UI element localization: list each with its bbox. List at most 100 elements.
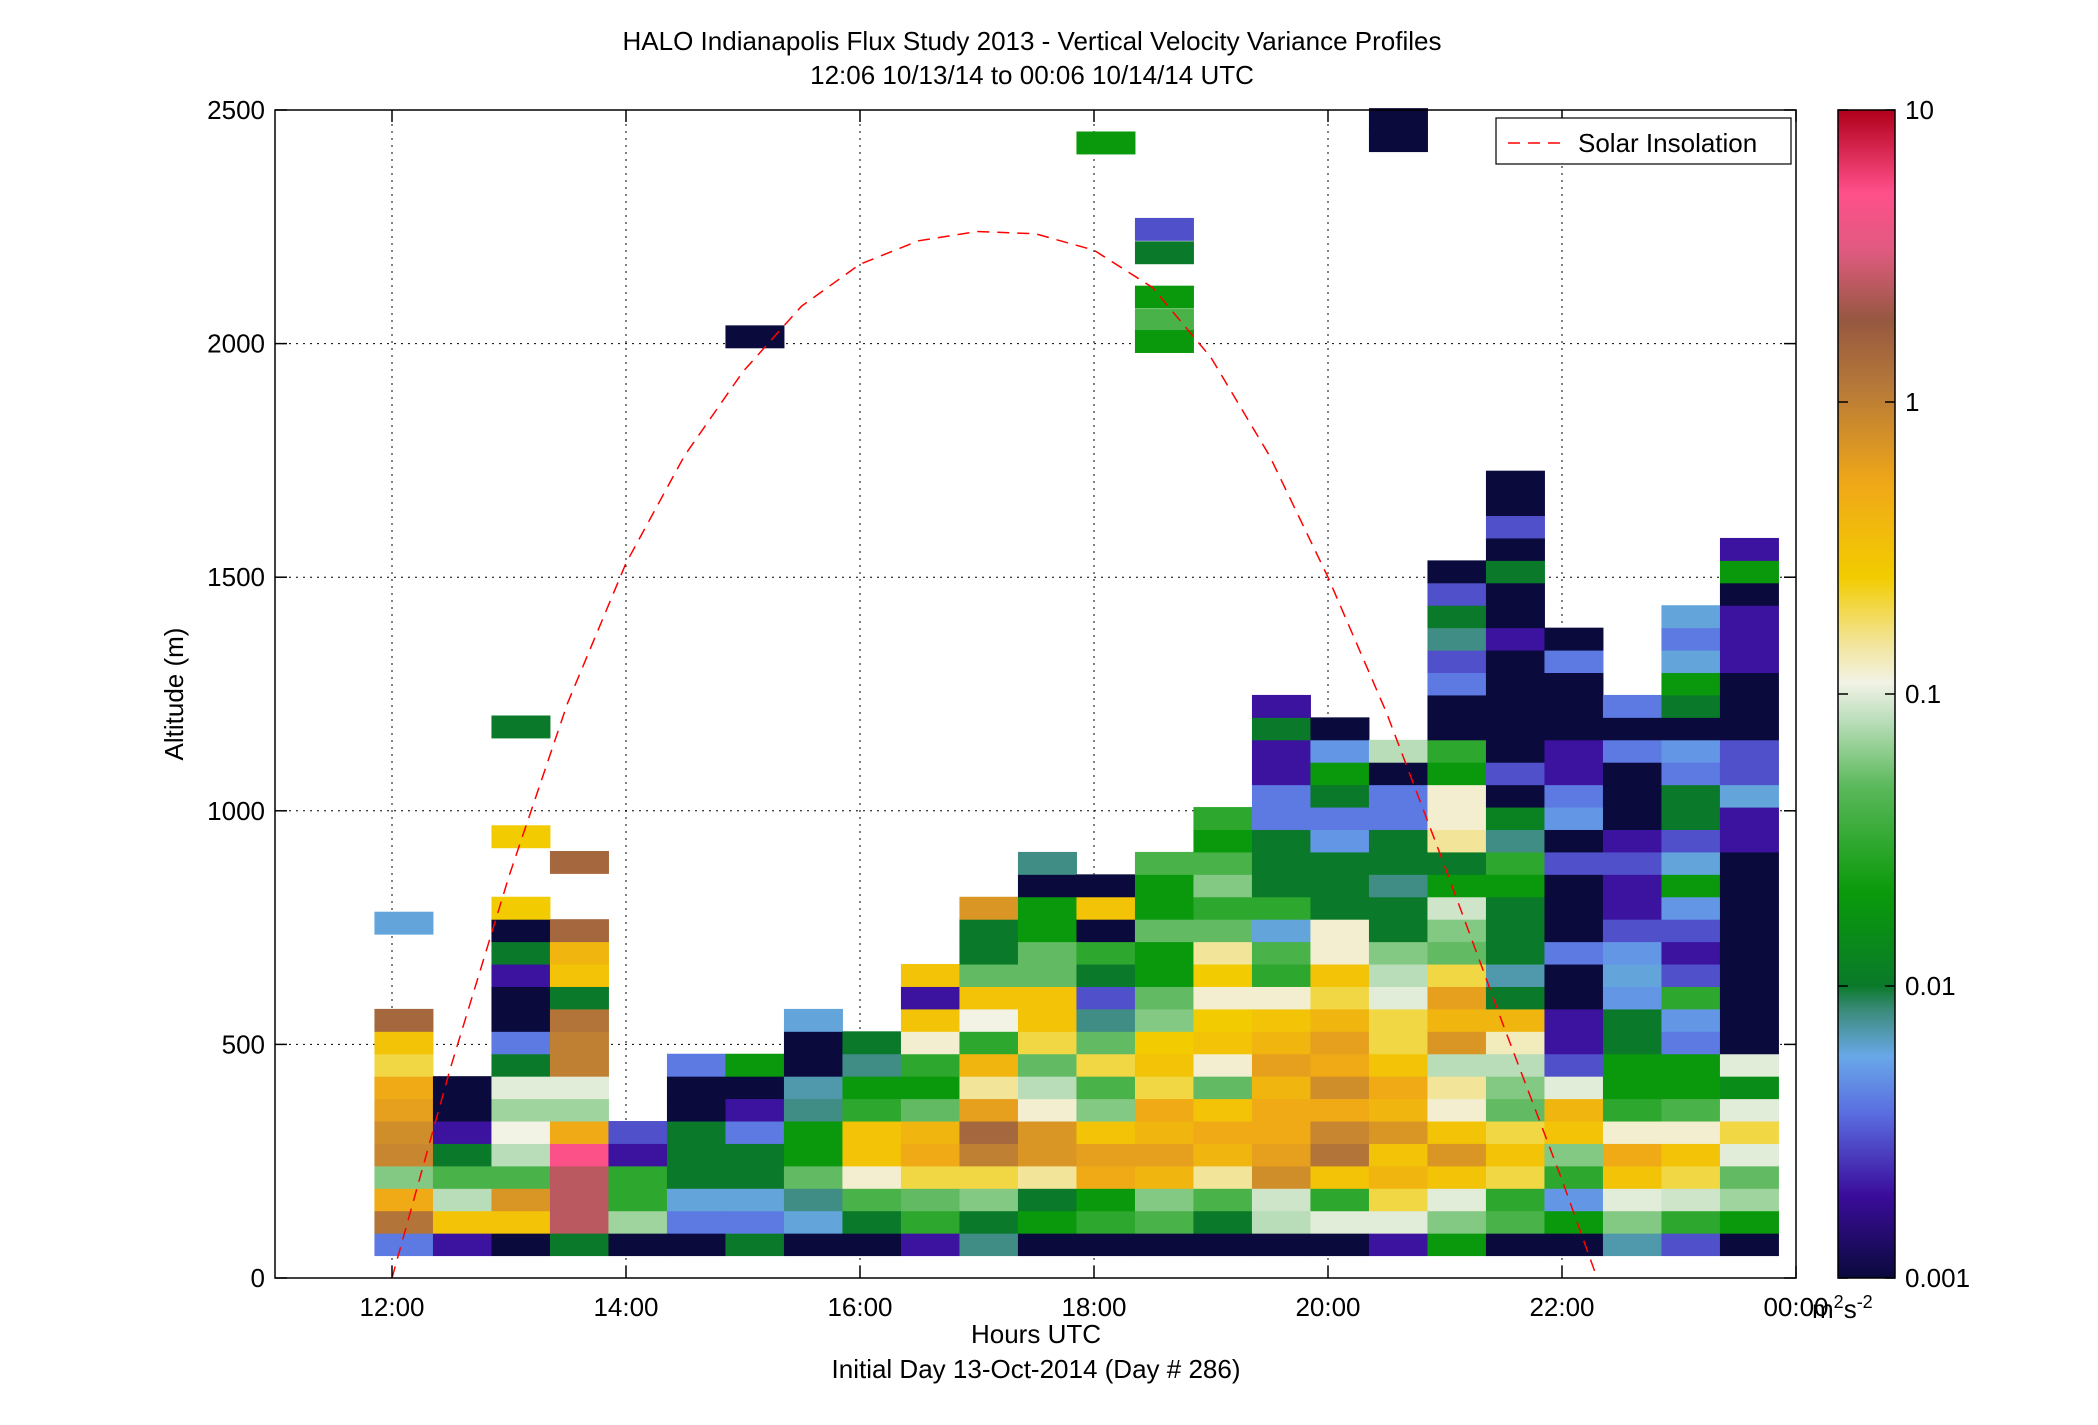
variance-cell — [1427, 672, 1487, 696]
variance-cell — [1076, 1121, 1136, 1144]
variance-cell — [1719, 1121, 1779, 1144]
x-tick-label: 00:00 — [1763, 1292, 1828, 1322]
variance-cell — [1719, 1233, 1779, 1257]
axis-ticks: 12:00 14:00 16:00 18:00 20:00 22:00 00:00 0 500 1… — [207, 95, 1828, 1322]
variance-cell — [1485, 627, 1545, 651]
variance-cell — [549, 1098, 609, 1122]
variance-cell — [1251, 1098, 1311, 1122]
variance-cell — [1485, 784, 1545, 808]
variance-cell — [959, 1143, 1019, 1167]
variance-cell — [1602, 1143, 1662, 1167]
variance-cell — [1134, 874, 1194, 898]
variance-cell — [900, 1233, 960, 1257]
variance-cell — [1427, 605, 1487, 629]
variance-cell — [1193, 1188, 1253, 1212]
variance-cell — [1427, 964, 1487, 987]
variance-cell — [1719, 582, 1779, 606]
variance-cell — [491, 1121, 551, 1144]
variance-cell — [1017, 1210, 1077, 1234]
variance-cell — [1017, 1008, 1077, 1032]
variance-cell — [1310, 739, 1370, 763]
variance-cell — [1661, 650, 1721, 674]
variance-cell — [1076, 1076, 1136, 1100]
variance-cell — [1193, 874, 1253, 898]
variance-cell — [1427, 829, 1487, 853]
variance-cell — [1017, 1233, 1077, 1257]
variance-cell — [725, 1121, 785, 1144]
variance-cell — [1251, 941, 1311, 965]
variance-cell — [491, 1098, 551, 1122]
variance-cell — [1134, 1143, 1194, 1167]
variance-cell — [1368, 964, 1428, 987]
variance-cell — [491, 1188, 551, 1212]
variance-cell — [1602, 941, 1662, 965]
variance-cell — [1368, 1121, 1428, 1144]
variance-cell — [842, 1210, 902, 1234]
variance-cell — [900, 1008, 960, 1032]
variance-cell — [1427, 650, 1487, 674]
variance-cell — [1017, 851, 1077, 875]
variance-cell — [1485, 1233, 1545, 1257]
variance-cell — [608, 1143, 668, 1167]
variance-cell — [1310, 829, 1370, 853]
variance-cell — [1076, 1210, 1136, 1234]
variance-cell — [549, 941, 609, 965]
variance-cell — [432, 1143, 492, 1167]
variance-cell — [1193, 964, 1253, 987]
variance-cell — [374, 1121, 434, 1144]
variance-cell — [1310, 1053, 1370, 1077]
variance-cell — [1134, 330, 1194, 353]
variance-cell — [1251, 1008, 1311, 1032]
variance-cell — [1368, 1053, 1428, 1077]
variance-cell — [549, 1188, 609, 1212]
variance-cell — [1544, 1121, 1604, 1144]
variance-cell — [432, 1233, 492, 1257]
variance-cell — [1076, 1098, 1136, 1122]
variance-cell — [1719, 1031, 1779, 1055]
variance-cell — [1076, 1053, 1136, 1077]
variance-cell — [1485, 560, 1545, 584]
variance-cell — [1017, 1031, 1077, 1055]
variance-cell — [1368, 739, 1428, 763]
variance-cell — [1485, 1121, 1545, 1144]
variance-cell — [1134, 1233, 1194, 1257]
variance-cell — [1134, 964, 1194, 987]
variance-cell — [900, 1031, 960, 1055]
colorbar-tick-label: 0.1 — [1905, 679, 1941, 709]
variance-cell — [1544, 1165, 1604, 1189]
legend-box: Solar Insolation — [1495, 117, 1792, 165]
variance-cell — [1602, 964, 1662, 987]
variance-cell — [1310, 986, 1370, 1010]
variance-cell — [1602, 1233, 1662, 1257]
variance-cell — [1310, 784, 1370, 808]
variance-cell — [608, 1210, 668, 1234]
variance-cell — [1017, 1053, 1077, 1077]
variance-cell — [1661, 1031, 1721, 1055]
variance-cell — [1602, 1076, 1662, 1100]
variance-cell — [1134, 241, 1194, 265]
variance-cell — [1427, 1098, 1487, 1122]
variance-cell — [549, 964, 609, 987]
variance-cell — [1719, 1165, 1779, 1189]
variance-cell — [1544, 627, 1604, 651]
variance-cell — [1602, 829, 1662, 853]
variance-cell — [1251, 1053, 1311, 1077]
variance-cell — [842, 1121, 902, 1144]
variance-cell — [491, 715, 551, 739]
variance-cell — [1076, 1165, 1136, 1189]
variance-cell — [1719, 1098, 1779, 1122]
variance-cell — [1427, 560, 1487, 584]
variance-cell — [1661, 1053, 1721, 1077]
variance-cell — [1251, 1076, 1311, 1100]
variance-cell — [1134, 217, 1194, 241]
variance-cell — [1544, 694, 1604, 718]
variance-cell — [842, 1053, 902, 1077]
variance-cell — [1485, 1053, 1545, 1077]
variance-cell — [1368, 1233, 1428, 1257]
variance-cell — [1368, 829, 1428, 853]
variance-cell — [666, 1233, 726, 1257]
variance-cell — [1310, 1008, 1370, 1032]
variance-cell — [491, 1233, 551, 1257]
variance-cell — [725, 1053, 785, 1077]
colorbar-unit-exp2: -2 — [1857, 1292, 1873, 1312]
